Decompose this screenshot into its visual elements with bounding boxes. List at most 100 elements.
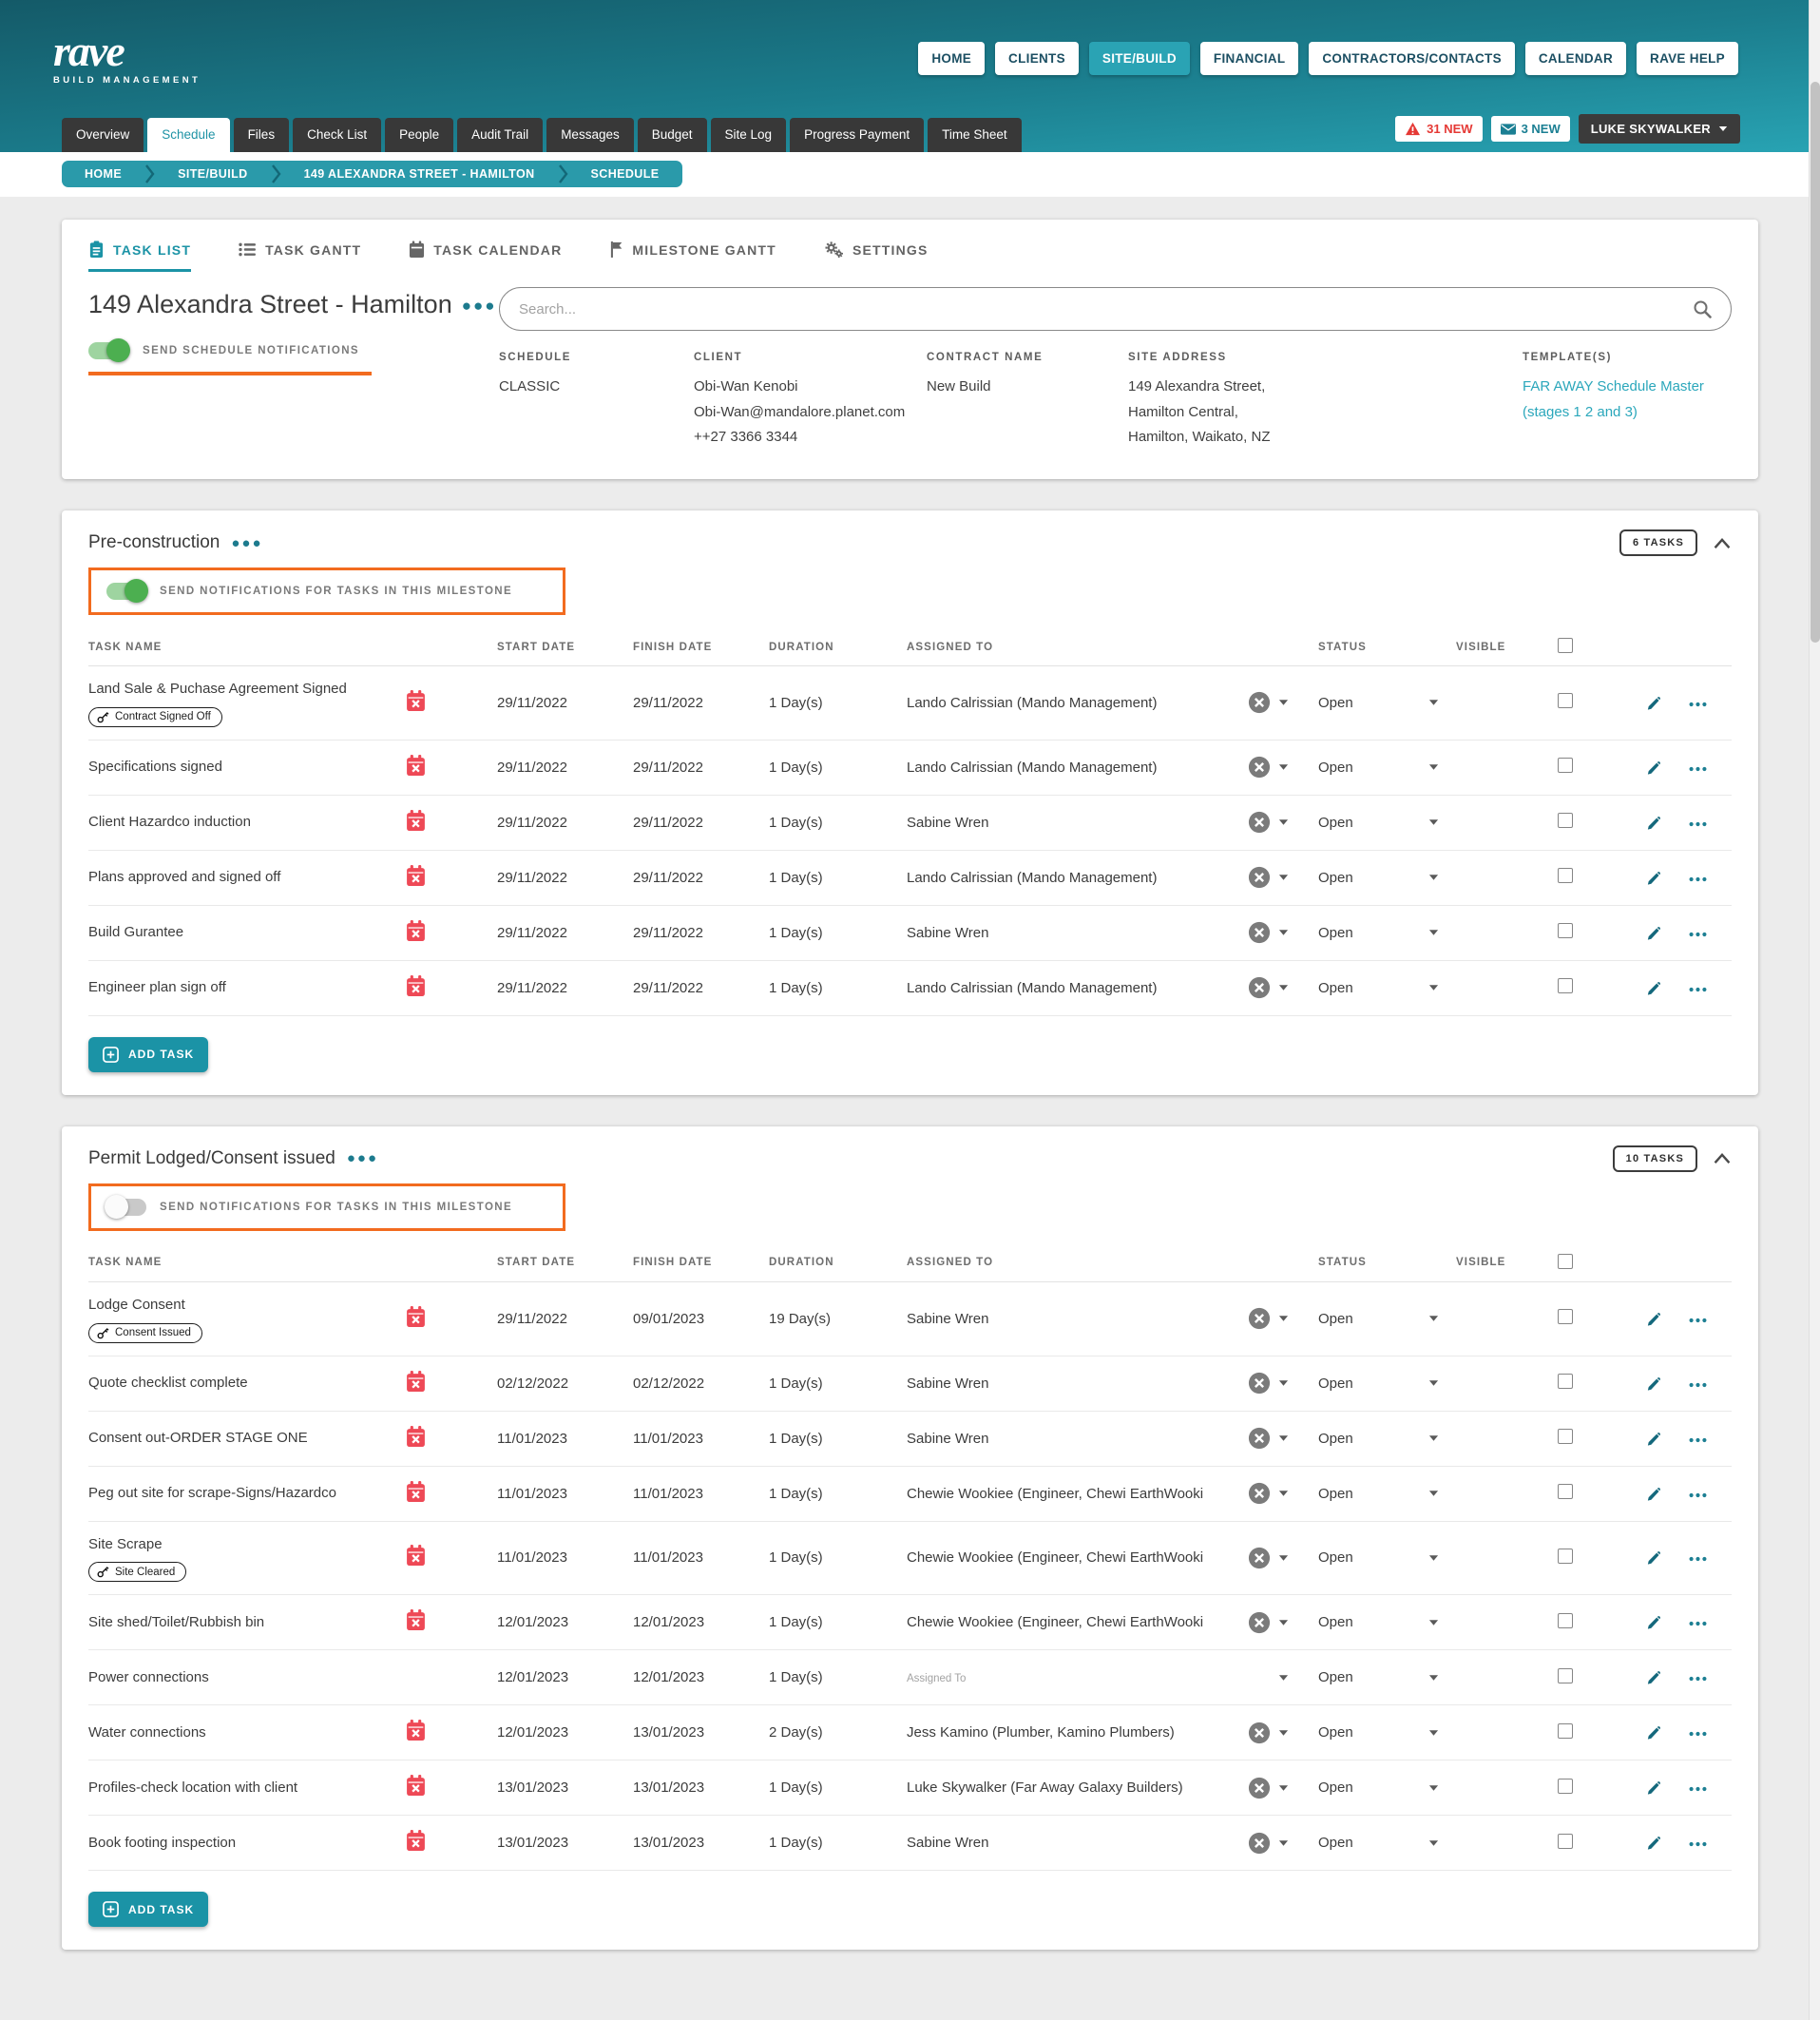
task-more-icon[interactable] — [1689, 1841, 1707, 1847]
task-assigned-to[interactable]: Sabine Wren — [907, 1835, 989, 1852]
task-more-icon[interactable] — [1689, 1786, 1707, 1792]
status-caret-icon[interactable] — [1428, 1784, 1439, 1792]
status-caret-icon[interactable] — [1428, 763, 1439, 771]
calendar-alert-icon[interactable] — [406, 1609, 426, 1631]
task-more-icon[interactable] — [1689, 1621, 1707, 1626]
milestone-more-icon[interactable]: ●●● — [231, 534, 263, 551]
status-caret-icon[interactable] — [1428, 1315, 1439, 1322]
task-more-icon[interactable] — [1689, 702, 1707, 707]
nav-clients[interactable]: CLIENTS — [995, 41, 1079, 75]
status-caret-icon[interactable] — [1428, 699, 1439, 706]
task-more-icon[interactable] — [1689, 766, 1707, 772]
clear-assignee-icon[interactable] — [1248, 1547, 1271, 1569]
edit-task-icon[interactable] — [1645, 1834, 1663, 1852]
nav-calendar[interactable]: CALENDAR — [1524, 41, 1627, 75]
tab-time-sheet[interactable]: Time Sheet — [928, 118, 1022, 152]
task-checkbox[interactable] — [1558, 923, 1573, 939]
nav-rave-help[interactable]: RAVE HELP — [1637, 41, 1738, 75]
status-caret-icon[interactable] — [1428, 984, 1439, 991]
milestone-notifications-toggle[interactable] — [105, 1194, 146, 1219]
rave-logo[interactable]: rave BUILD MANAGEMENT — [53, 29, 201, 87]
assignee-caret-icon[interactable] — [1278, 1554, 1289, 1562]
task-checkbox[interactable] — [1558, 1374, 1573, 1390]
messages-badge[interactable]: 3 NEW — [1490, 116, 1570, 142]
task-checkbox[interactable] — [1558, 1833, 1573, 1849]
tab-schedule[interactable]: Schedule — [147, 118, 230, 152]
calendar-alert-icon[interactable] — [406, 689, 426, 712]
clear-assignee-icon[interactable] — [1248, 1427, 1271, 1450]
edit-task-icon[interactable] — [1645, 694, 1663, 712]
task-status[interactable]: Open — [1318, 814, 1353, 831]
task-assigned-to[interactable]: Chewie Wookiee (Engineer, Chewi EarthWoo… — [907, 1549, 1204, 1567]
task-assigned-to[interactable]: Luke Skywalker (Far Away Galaxy Builders… — [907, 1780, 1183, 1797]
task-checkbox[interactable] — [1558, 1612, 1573, 1628]
tab-overview[interactable]: Overview — [62, 118, 144, 152]
task-more-icon[interactable] — [1689, 1318, 1707, 1323]
calendar-alert-icon[interactable] — [406, 1830, 426, 1852]
status-caret-icon[interactable] — [1428, 1729, 1439, 1737]
calendar-alert-icon[interactable] — [406, 1775, 426, 1797]
assignee-caret-icon[interactable] — [1278, 1619, 1289, 1626]
task-more-icon[interactable] — [1689, 932, 1707, 937]
task-status[interactable]: Open — [1318, 1310, 1353, 1327]
view-tab-task-list[interactable]: TASK LIST — [88, 240, 192, 272]
collapse-chevron-icon[interactable] — [1713, 537, 1732, 549]
edit-task-icon[interactable] — [1645, 759, 1663, 777]
user-menu[interactable]: LUKE SKYWALKER — [1578, 114, 1740, 144]
edit-task-icon[interactable] — [1645, 1485, 1663, 1503]
clear-assignee-icon[interactable] — [1248, 1307, 1271, 1330]
edit-task-icon[interactable] — [1645, 1375, 1663, 1393]
task-more-icon[interactable] — [1689, 1676, 1707, 1682]
task-assigned-to[interactable]: Jess Kamino (Plumber, Kamino Plumbers) — [907, 1724, 1175, 1741]
assignee-caret-icon[interactable] — [1278, 1490, 1289, 1497]
task-checkbox[interactable] — [1558, 1722, 1573, 1739]
edit-task-icon[interactable] — [1645, 979, 1663, 997]
detail-value[interactable]: FAR AWAY Schedule Master (stages 1 2 and… — [1523, 378, 1704, 420]
calendar-alert-icon[interactable] — [406, 974, 426, 997]
task-status[interactable]: Open — [1318, 759, 1353, 776]
calendar-alert-icon[interactable] — [406, 1545, 426, 1567]
edit-task-icon[interactable] — [1645, 1668, 1663, 1686]
clear-assignee-icon[interactable] — [1248, 756, 1271, 779]
tab-check-list[interactable]: Check List — [293, 118, 382, 152]
task-more-icon[interactable] — [1689, 876, 1707, 882]
task-checkbox[interactable] — [1558, 693, 1573, 709]
tab-people[interactable]: People — [385, 118, 454, 152]
task-more-icon[interactable] — [1689, 1731, 1707, 1737]
status-caret-icon[interactable] — [1428, 1434, 1439, 1442]
task-checkbox[interactable] — [1558, 1429, 1573, 1445]
task-assigned-to[interactable]: Sabine Wren — [907, 1375, 989, 1392]
calendar-alert-icon[interactable] — [406, 864, 426, 887]
schedule-notifications-toggle[interactable] — [88, 338, 130, 363]
edit-task-icon[interactable] — [1645, 1779, 1663, 1797]
assignee-caret-icon[interactable] — [1278, 763, 1289, 771]
clear-assignee-icon[interactable] — [1248, 691, 1271, 714]
task-status[interactable]: Open — [1318, 979, 1353, 996]
breadcrumb-schedule[interactable]: SCHEDULE — [590, 167, 660, 181]
clear-assignee-icon[interactable] — [1248, 1482, 1271, 1505]
assignee-caret-icon[interactable] — [1278, 874, 1289, 881]
page-scrollbar[interactable] — [1809, 0, 1820, 2020]
status-caret-icon[interactable] — [1428, 929, 1439, 936]
task-status[interactable]: Open — [1318, 1614, 1353, 1631]
task-more-icon[interactable] — [1689, 1437, 1707, 1443]
task-assigned-to[interactable]: Lando Calrissian (Mando Management) — [907, 979, 1158, 996]
assignee-caret-icon[interactable] — [1278, 818, 1289, 826]
view-tab-settings[interactable]: SETTINGS — [824, 240, 929, 272]
task-checkbox[interactable] — [1558, 868, 1573, 884]
task-assigned-to[interactable]: Lando Calrissian (Mando Management) — [907, 869, 1158, 886]
task-status[interactable]: Open — [1318, 869, 1353, 886]
assignee-caret-icon[interactable] — [1278, 1434, 1289, 1442]
view-tab-task-gantt[interactable]: TASK GANTT — [239, 240, 361, 272]
task-status[interactable]: Open — [1318, 1430, 1353, 1447]
status-caret-icon[interactable] — [1428, 1674, 1439, 1682]
task-checkbox[interactable] — [1558, 758, 1573, 774]
status-caret-icon[interactable] — [1428, 1554, 1439, 1562]
clear-assignee-icon[interactable] — [1248, 1777, 1271, 1799]
assignee-caret-icon[interactable] — [1278, 1315, 1289, 1322]
calendar-alert-icon[interactable] — [406, 1720, 426, 1741]
clear-assignee-icon[interactable] — [1248, 1372, 1271, 1395]
clear-assignee-icon[interactable] — [1248, 1832, 1271, 1855]
search-input[interactable] — [519, 300, 1693, 317]
title-more-icon[interactable]: ●●● — [461, 297, 497, 315]
